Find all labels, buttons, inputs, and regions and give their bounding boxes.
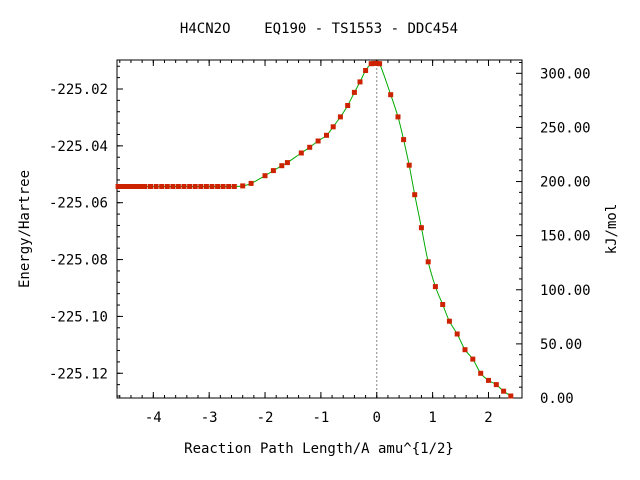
data-point (478, 370, 484, 376)
data-point (284, 160, 290, 166)
data-point (446, 318, 452, 324)
data-point (181, 184, 187, 189)
data-point (153, 184, 159, 189)
data-point (124, 184, 130, 189)
data-point (374, 60, 380, 66)
y2-tick-label: 200.00 (540, 175, 591, 191)
x-axis-label: Reaction Path Length/A amu^{1/2} (184, 441, 454, 457)
y2-axis-label: kJ/mol (604, 204, 620, 255)
data-point (115, 184, 121, 189)
data-point (198, 184, 204, 189)
data-point (270, 168, 276, 174)
data-point (159, 184, 165, 189)
plot-area: -4 -3 -2 -1 0 1 2 -225.02 -225.04 -225.06 -225.08 -… (49, 59, 591, 426)
data-point (432, 284, 438, 290)
data-point (345, 103, 351, 108)
y2-tick-label: 100.00 (540, 283, 591, 299)
data-point (142, 184, 148, 189)
data-point (298, 150, 304, 156)
x-tick-label: -1 (312, 410, 329, 426)
data-point (215, 184, 221, 189)
data-point (138, 184, 143, 189)
y-tick-label: -225.12 (49, 366, 108, 382)
y2-tick-label: 300.00 (540, 66, 591, 82)
plot-frame (116, 59, 523, 399)
data-point (192, 184, 198, 189)
data-point (220, 184, 226, 189)
data-point (148, 184, 153, 189)
data-point (388, 92, 394, 98)
x-tick-label: 2 (484, 410, 492, 426)
data-point (470, 356, 476, 362)
y2-tick-label: 150.00 (540, 229, 591, 245)
data-point (175, 184, 181, 189)
data-point (129, 184, 134, 189)
data-point (240, 183, 246, 189)
data-point (371, 60, 377, 66)
data-point (501, 388, 507, 394)
x-tick-label: -2 (257, 410, 274, 426)
data-point (406, 162, 412, 168)
data-point (363, 68, 369, 73)
data-point (120, 184, 126, 189)
data-point (279, 163, 285, 169)
y-tick-label: -225.10 (49, 309, 108, 325)
data-point (425, 259, 431, 265)
y-tick-label: -225.02 (49, 82, 108, 98)
x-tick-label: -4 (145, 410, 162, 426)
y-tick-label: -225.08 (49, 253, 108, 269)
data-point (231, 184, 237, 189)
data-point (170, 184, 176, 189)
data-point (262, 173, 268, 179)
data-point (418, 225, 424, 231)
data-point (412, 192, 418, 198)
x-tick-label: -3 (201, 410, 218, 426)
series-line (118, 60, 512, 397)
data-point (357, 79, 363, 85)
data-point (368, 61, 374, 67)
data-point (226, 184, 232, 189)
y-axis-label: Energy/Hartree (17, 170, 33, 288)
x-tick-label: 1 (428, 410, 436, 426)
data-point (248, 180, 254, 186)
data-point (377, 61, 383, 67)
data-point (164, 184, 170, 189)
data-point (324, 132, 329, 138)
y-tick-label: -225.04 (49, 139, 108, 155)
data-point (351, 89, 357, 95)
data-point (454, 331, 460, 337)
data-point (486, 377, 491, 383)
data-point (440, 302, 446, 307)
data-point (493, 382, 499, 388)
data-point (209, 184, 215, 189)
y2-tick-label: 0.00 (540, 391, 574, 407)
data-point (187, 184, 193, 189)
y2-tick-label: 50.00 (540, 337, 582, 353)
data-point (395, 114, 401, 120)
y2-tick-label: 250.00 (540, 120, 591, 136)
data-point (315, 138, 321, 144)
data-point (508, 393, 514, 399)
x-tick-label: 0 (373, 410, 381, 426)
data-point (330, 124, 336, 130)
data-point (462, 347, 468, 353)
data-point (401, 137, 407, 143)
data-point (337, 114, 343, 120)
data-point (203, 184, 209, 189)
data-point (133, 184, 139, 189)
y-tick-label: -225.06 (49, 196, 108, 212)
data-point (307, 144, 313, 150)
chart-title: H4CN2O EQ190 - TS1553 - DDC454 (180, 21, 458, 37)
